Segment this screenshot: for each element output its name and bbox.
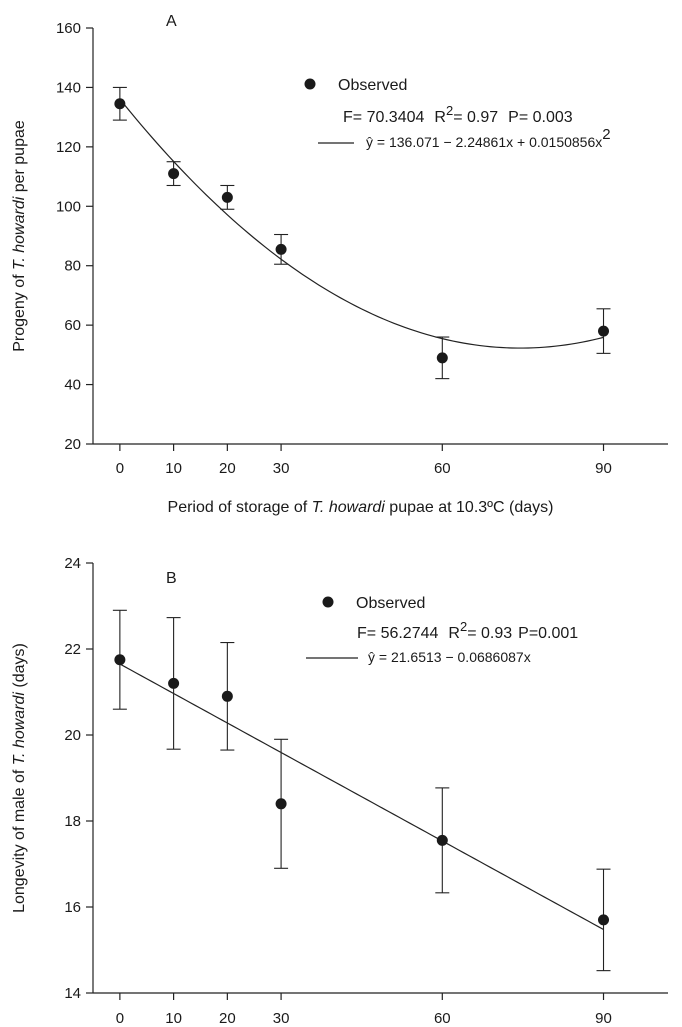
y-tick-label: 22 xyxy=(64,641,81,658)
panel-b: 14 16 18 20 22 24 0 10 20 30 60 90 B Longevity of mal… xyxy=(11,555,668,1027)
data-point xyxy=(436,352,448,364)
legend-marker xyxy=(304,78,316,90)
x-tick-label: 90 xyxy=(595,1010,612,1027)
y-tick-label: 40 xyxy=(64,377,81,394)
panel-label: B xyxy=(166,570,177,587)
y-axis-title: Progeny of T. howardi per pupae xyxy=(11,120,28,352)
data-point xyxy=(221,690,233,702)
y-tick-label: 80 xyxy=(64,258,81,275)
panel-label: A xyxy=(166,13,177,30)
fit-line xyxy=(119,98,604,349)
y-tick-label: 60 xyxy=(64,317,81,334)
x-axis-title: Period of storage of T. howardi pupae at… xyxy=(168,499,554,516)
data-point xyxy=(598,914,610,926)
y-tick-label: 16 xyxy=(64,899,81,916)
legend-marker xyxy=(322,596,334,608)
x-tick-label: 60 xyxy=(434,1010,451,1027)
fit-equation: ŷ = 21.6513 − 0.0686087x xyxy=(368,649,531,665)
data-point xyxy=(598,325,610,337)
legend: Observed F= 56.2744 R2= 0.93 P=0.001 ŷ = 21.… xyxy=(306,595,578,665)
fit-statistics: F= 56.2744 R2= 0.93 P=0.001 xyxy=(357,619,578,642)
legend-label: Observed xyxy=(338,77,407,94)
x-tick-label: 60 xyxy=(434,460,451,477)
y-tick-label: 20 xyxy=(64,436,81,453)
y-axis-title: Longevity of male of T. howardi (days) xyxy=(11,643,28,913)
y-tick-label: 120 xyxy=(56,139,81,156)
x-tick-label: 10 xyxy=(165,460,182,477)
data-point xyxy=(221,191,233,203)
y-tick-label: 18 xyxy=(64,813,81,830)
x-tick-label: 10 xyxy=(165,1010,182,1027)
x-tick-label: 90 xyxy=(595,460,612,477)
y-tick-label: 20 xyxy=(64,727,81,744)
fit-statistics: F= 70.3404 R2= 0.97 P= 0.003 xyxy=(343,103,573,126)
data-point xyxy=(114,654,126,666)
x-tick-label: 30 xyxy=(273,460,290,477)
fit-line xyxy=(119,663,604,931)
data-point xyxy=(114,98,126,110)
y-tick-label: 160 xyxy=(56,20,81,37)
x-tick-label: 30 xyxy=(273,1010,290,1027)
x-tick-label: 0 xyxy=(116,460,124,477)
legend-label: Observed xyxy=(356,595,425,612)
x-tick-label: 20 xyxy=(219,460,236,477)
y-tick-label: 24 xyxy=(64,555,81,572)
data-point xyxy=(275,243,287,255)
data-point xyxy=(436,834,448,846)
y-tick-label: 14 xyxy=(64,985,81,1002)
panel-a: 20 40 60 80 100 120 140 160 0 10 20 30 60 90 A Progeny … xyxy=(11,13,668,516)
y-tick-label: 140 xyxy=(56,79,81,96)
x-tick-label: 20 xyxy=(219,1010,236,1027)
data-point xyxy=(168,677,180,689)
y-tick-label: 100 xyxy=(56,198,81,215)
fit-equation: ŷ = 136.071 − 2.24861x + 0.0150856x2 xyxy=(366,126,611,150)
data-point xyxy=(275,798,287,810)
data-point xyxy=(168,168,180,180)
x-tick-label: 0 xyxy=(116,1010,124,1027)
